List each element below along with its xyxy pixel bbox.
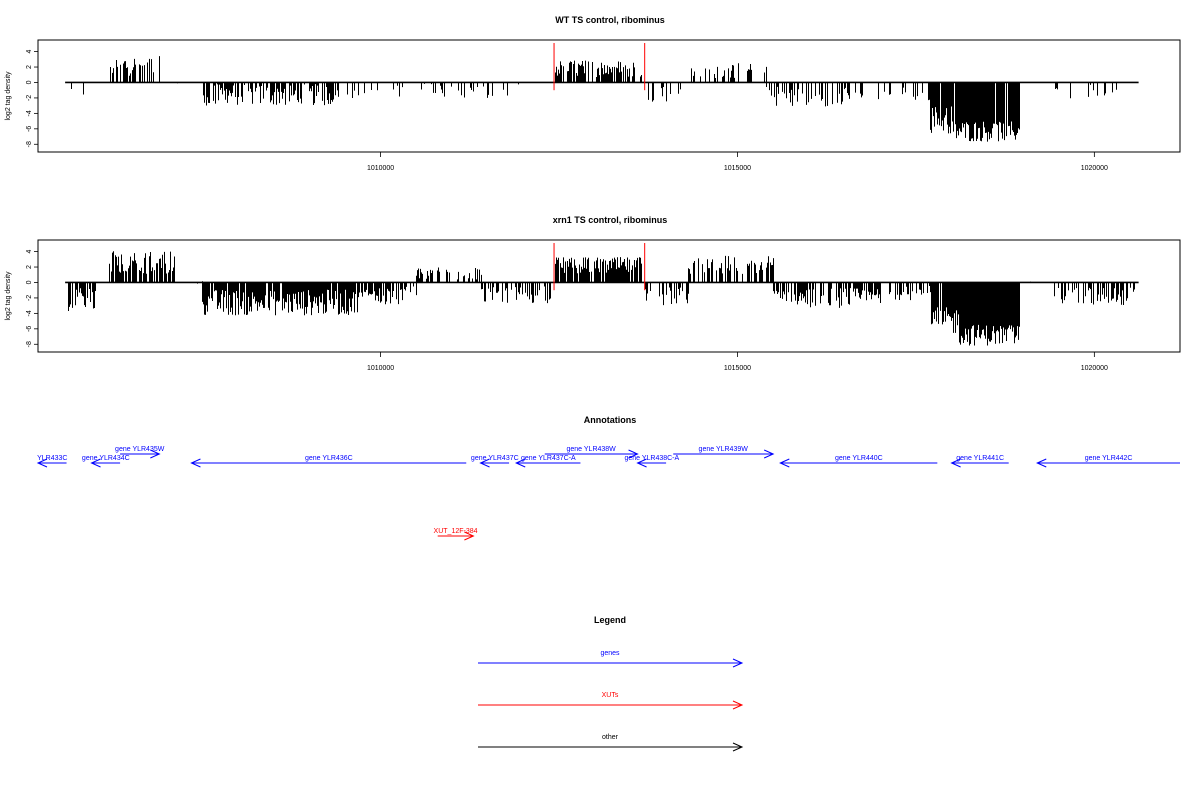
annotation-feature-12: XUT_12F-384 xyxy=(434,528,478,541)
annotation-feature-label-1: gene YLR434C xyxy=(82,455,130,462)
legend-item-label-1: XUTs xyxy=(602,692,619,699)
xrn1-x-tick-label-1: 1015000 xyxy=(724,365,751,372)
wt-bars xyxy=(65,43,1139,142)
annotation-feature-8-arrowhead xyxy=(763,449,775,459)
xrn1-y-axis-label: log2 tag density xyxy=(5,271,12,321)
annotation-feature-5: gene YLR437C-A xyxy=(514,455,581,468)
wt-panel: WT TS control, ribominus log2 tag densit… xyxy=(5,15,1181,172)
annotation-feature-6-arrowhead xyxy=(628,449,639,459)
wt-y-tick-label-3: -2 xyxy=(26,95,33,101)
annotation-feature-label-3: gene YLR436C xyxy=(305,455,353,462)
annotation-feature-label-9: gene YLR440C xyxy=(835,455,883,462)
xrn1-y-tick-label-6: -8 xyxy=(26,341,33,347)
xrn1-y-tick-label-5: -6 xyxy=(26,326,33,332)
annotation-feature-12-arrowhead xyxy=(464,531,475,541)
annotation-feature-11-arrowhead xyxy=(1036,458,1047,468)
annotation-feature-3-arrowhead xyxy=(190,458,201,468)
xrn1-bars xyxy=(65,243,1139,346)
wt-x-tick-label-0: 1010000 xyxy=(367,165,394,172)
legend-items: genes XUTs other xyxy=(478,650,744,752)
wt-y-tick-label-1: 2 xyxy=(26,65,33,69)
annotation-feature-label-0: YLR433C xyxy=(37,455,67,462)
wt-panel-title: WT TS control, ribominus xyxy=(555,15,665,25)
annotation-feature-7-arrowhead xyxy=(636,458,647,468)
annotation-feature-label-7: gene YLR438C-A xyxy=(624,455,679,462)
wt-x-axis: 1010000 1015000 1020000 xyxy=(367,152,1108,172)
xrn1-panel: xrn1 TS control, ribominus log2 tag dens… xyxy=(5,215,1181,372)
annotation-feature-label-2: gene YLR435W xyxy=(115,446,165,453)
legend-item-0-arrowhead xyxy=(732,658,744,668)
xrn1-x-tick-label-2: 1020000 xyxy=(1081,365,1108,372)
annotation-feature-7: gene YLR438C-A xyxy=(624,455,680,468)
annotation-feature-9: gene YLR440C xyxy=(779,455,938,468)
wt-x-tick-label-2: 1020000 xyxy=(1081,165,1108,172)
wt-y-tick-label-4: -4 xyxy=(26,110,33,116)
annotation-feature-10-arrowhead xyxy=(950,458,961,468)
xrn1-x-axis: 1010000 1015000 1020000 xyxy=(367,352,1108,372)
annotation-feature-6: gene YLR438W xyxy=(544,446,639,459)
annotation-feature-0-arrowhead xyxy=(36,458,48,468)
annotation-feature-0: YLR433C xyxy=(36,455,67,468)
annotation-feature-1-arrowhead xyxy=(90,458,101,468)
xrn1-y-tick-label-1: 2 xyxy=(26,265,33,269)
annotation-feature-5-arrowhead xyxy=(514,458,526,468)
annotation-feature-8: gene YLR439W xyxy=(673,446,775,459)
annotation-feature-label-6: gene YLR438W xyxy=(567,446,617,453)
annotation-feature-3: gene YLR436C xyxy=(190,455,467,468)
wt-y-axis-label: log2 tag density xyxy=(5,71,12,121)
xrn1-y-tick-label-3: -2 xyxy=(26,295,33,301)
legend-item-2-arrowhead xyxy=(732,742,744,752)
legend-item-2: other xyxy=(478,734,744,752)
annotation-features: YLR433C gene YLR434C gene YLR435W gene YLR4… xyxy=(36,446,1180,541)
legend: Legend genes XUTs other xyxy=(478,615,744,752)
wt-y-tick-label-0: 4 xyxy=(26,50,33,54)
xrn1-y-axis: 4 2 0 -2 -4 -6 -8 xyxy=(26,250,39,347)
legend-item-1-arrowhead xyxy=(732,700,744,710)
wt-x-tick-label-1: 1015000 xyxy=(724,165,751,172)
annotation-feature-2-arrowhead xyxy=(150,449,161,459)
xrn1-panel-title: xrn1 TS control, ribominus xyxy=(553,215,668,225)
annotation-feature-2: gene YLR435W xyxy=(115,446,165,459)
annotation-feature-label-11: gene YLR442C xyxy=(1085,455,1133,462)
annotation-feature-10: gene YLR441C xyxy=(950,455,1009,468)
xrn1-y-tick-label-2: 0 xyxy=(26,280,33,284)
annotation-feature-1: gene YLR434C xyxy=(82,455,130,468)
legend-title: Legend xyxy=(594,615,626,625)
xrn1-y-tick-label-0: 4 xyxy=(26,250,33,254)
annotation-feature-label-10: gene YLR441C xyxy=(956,455,1004,462)
annotation-feature-label-12: XUT_12F-384 xyxy=(434,528,478,535)
legend-item-1: XUTs xyxy=(478,692,744,710)
annotation-feature-4-arrowhead xyxy=(479,458,490,468)
annotation-feature-11: gene YLR442C xyxy=(1036,455,1180,468)
annotation-feature-label-8: gene YLR439W xyxy=(699,446,749,453)
annotation-feature-label-5: gene YLR437C-A xyxy=(521,455,576,462)
annotation-feature-9-arrowhead xyxy=(779,458,790,468)
annotations-track: Annotations YLR433C gene YLR434C gene YLR4… xyxy=(36,415,1180,541)
annotation-feature-4: gene YLR437C xyxy=(471,455,519,468)
wt-y-tick-label-2: 0 xyxy=(26,80,33,84)
annotation-feature-label-4: gene YLR437C xyxy=(471,455,519,462)
wt-y-tick-label-5: -6 xyxy=(26,126,33,132)
legend-item-0: genes xyxy=(478,650,744,668)
wt-y-tick-label-6: -8 xyxy=(26,141,33,147)
legend-item-label-2: other xyxy=(602,734,619,741)
xrn1-y-tick-label-4: -4 xyxy=(26,310,33,316)
annotations-title: Annotations xyxy=(584,415,637,425)
wt-y-axis: 4 2 0 -2 -4 -6 -8 xyxy=(26,50,39,147)
xrn1-x-tick-label-0: 1010000 xyxy=(367,365,394,372)
legend-item-label-0: genes xyxy=(600,650,620,657)
